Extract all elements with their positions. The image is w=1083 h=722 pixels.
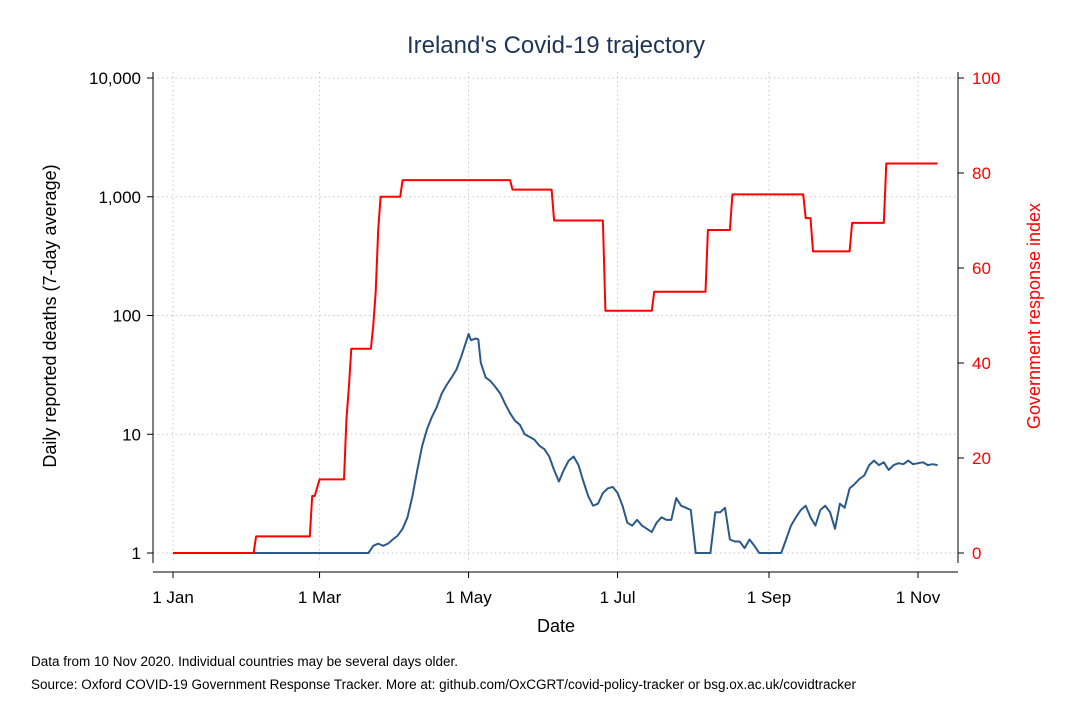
left-tick-label: 100: [113, 307, 141, 326]
x-axis-label: Date: [537, 616, 575, 636]
x-tick-label: 1 Jan: [152, 588, 194, 607]
x-tick-label: 1 Jul: [600, 588, 636, 607]
chart-title: Ireland's Covid-19 trajectory: [407, 32, 705, 59]
series-layer: [173, 162, 938, 554]
x-tick-label: 1 May: [445, 588, 492, 607]
series-line-deaths: [173, 332, 938, 554]
x-axis-ticks: 1 Jan 1 Mar 1 May 1 Jul 1 Sep 1 Nov: [152, 572, 941, 607]
x-tick-label: 1 Sep: [747, 588, 791, 607]
data-date-note: Data from 10 Nov 2020. Individual countr…: [31, 654, 458, 669]
source-note: Source: Oxford COVID-19 Government Respo…: [31, 677, 857, 692]
left-tick-label: 1,000: [98, 188, 141, 207]
x-tick-label: 1 Mar: [298, 588, 342, 607]
right-tick-label: 60: [972, 259, 991, 278]
covid-trajectory-chart: Ireland's Covid-19 trajectory 1 10 100 1,00…: [40, 32, 1044, 636]
left-tick-label: 10,000: [89, 69, 141, 88]
x-tick-label: 1 Nov: [896, 588, 941, 607]
right-tick-label: 20: [972, 449, 991, 468]
left-axis-label: Daily reported deaths (7-day average): [40, 164, 60, 467]
right-tick-label: 0: [972, 544, 981, 563]
right-tick-label: 40: [972, 354, 991, 373]
series-line-response-index: [173, 162, 938, 554]
right-tick-label: 100: [972, 69, 1000, 88]
right-axis-label: Government response index: [1024, 203, 1044, 429]
left-axis-ticks: 1 10 100 1,000 10,000: [89, 69, 153, 563]
right-tick-label: 80: [972, 164, 991, 183]
right-axis-ticks: 0 20 40 60 80 100: [958, 69, 1000, 563]
gridlines: [153, 72, 958, 563]
left-tick-label: 10: [122, 425, 141, 444]
left-tick-label: 1: [132, 544, 141, 563]
